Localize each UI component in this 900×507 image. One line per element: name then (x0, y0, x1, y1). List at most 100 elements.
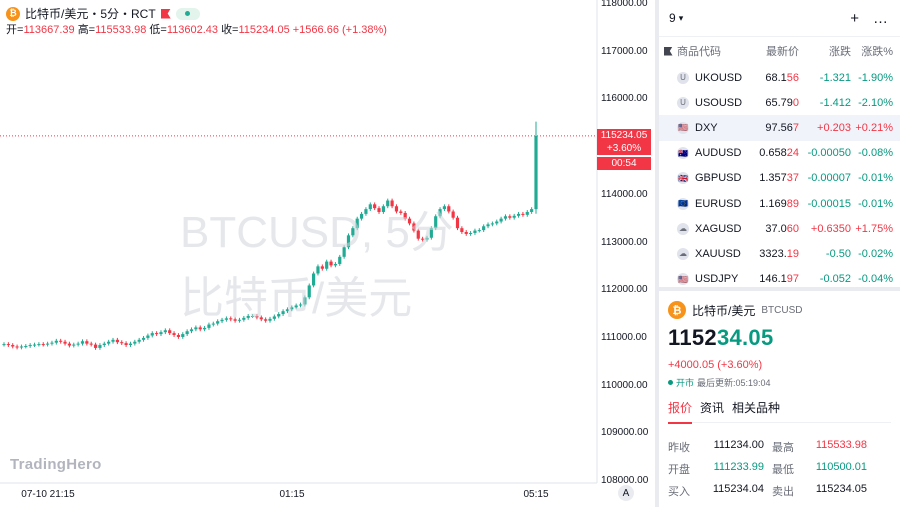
y-tick-label: 118000.00 (601, 0, 648, 9)
price-main: 1.169 (759, 197, 787, 210)
candle-body (399, 211, 403, 213)
row-symbol: ☁ XAGUSD (677, 222, 747, 235)
add-icon[interactable]: + (850, 9, 859, 27)
row-symbol: U UKOUSD (677, 71, 747, 84)
row-change: -0.052 (819, 273, 851, 286)
candle-body (351, 228, 355, 236)
row-price: 65.790 (747, 97, 799, 109)
detail-code: BTCUSD (761, 304, 803, 316)
row-symbol: 🇪🇺 EURUSD (677, 197, 747, 210)
row-change-pct: -0.04% (858, 273, 893, 286)
row-price: 3323.19 (747, 248, 799, 260)
watchlist-row[interactable]: U USOUSD 65.790 -1.412 -2.10% (659, 90, 900, 115)
watermark-symbol: BTCUSD, 5分 (180, 208, 454, 257)
candle-body (373, 204, 377, 209)
watchlist-row[interactable]: 🇬🇧 GBPUSD 1.35737 -0.00007 -0.01% (659, 166, 900, 191)
price-tail: 89 (786, 197, 799, 210)
watchlist-row[interactable]: ☁ XAUUSD 3323.19 -0.50 -0.02% (659, 241, 900, 266)
y-tick-label: 114000.00 (601, 188, 648, 200)
candle-body (41, 344, 45, 346)
candle-body (298, 304, 303, 306)
candle-body (246, 315, 250, 318)
stat-label: 最低 (772, 464, 794, 476)
candle-body (272, 316, 276, 319)
candle-body (242, 317, 246, 320)
candle-body (168, 330, 172, 334)
candle-body (530, 209, 534, 212)
header-change[interactable]: 涨跌 (829, 46, 851, 58)
candle-body (525, 211, 529, 215)
candle-body (281, 311, 285, 315)
symbol-code: USOUSD (695, 96, 743, 109)
row-change-pct: -1.90% (858, 71, 893, 84)
candle-body (229, 318, 233, 320)
price-main: 65.79 (765, 96, 793, 109)
candle-body (268, 318, 272, 321)
y-tick-label: 111000.00 (601, 331, 647, 343)
candle-body (80, 341, 85, 344)
chart-area[interactable]: ₿ 比特币/美元・5分・RCT 开=113667.39 高=115533.98 … (0, 0, 657, 507)
header-price[interactable]: 最新价 (766, 46, 799, 58)
auto-scale-button[interactable]: A (618, 485, 634, 501)
panel-divider[interactable] (655, 0, 659, 507)
flag-icon[interactable] (160, 8, 171, 19)
stat-value: 111233.99 (713, 461, 764, 473)
watchlist-toolbar: 9 ▾ + … (659, 0, 900, 37)
status-dot (668, 380, 673, 385)
row-change-pct: +0.21% (855, 121, 893, 134)
watchlist-selector[interactable]: 9 ▾ (669, 11, 683, 25)
header-change-pct[interactable]: 涨跌% (861, 46, 893, 58)
watchlist-row[interactable]: 🇦🇺 AUDUSD 0.65824 -0.00050 -0.08% (659, 141, 900, 166)
candle-body (381, 206, 385, 212)
candle-body (447, 206, 451, 212)
row-change: -0.50 (825, 247, 851, 260)
candle-body (451, 211, 455, 218)
chart-title: 比特币/美元・5分・RCT (25, 7, 156, 21)
tab-related[interactable]: 相关品种 (732, 401, 781, 415)
symbol-code: GBPUSD (695, 172, 742, 185)
watchlist-row[interactable]: 🇪🇺 EURUSD 1.16989 -0.00015 -0.01% (659, 191, 900, 216)
row-change: -0.00007 (807, 172, 851, 185)
tab-quote[interactable]: 报价 (668, 399, 693, 424)
candle-body (24, 346, 28, 348)
candle-body (185, 331, 189, 335)
price-tail: 0 (792, 96, 799, 109)
more-icon[interactable]: … (873, 9, 888, 27)
candle-body (2, 344, 6, 346)
flag-column-icon[interactable] (659, 46, 677, 56)
row-flag-cell[interactable] (659, 122, 677, 134)
tab-news[interactable]: 资讯 (700, 401, 725, 415)
row-symbol: U USOUSD (677, 96, 747, 109)
candle-body (316, 266, 320, 274)
candle-body (207, 324, 211, 328)
candlestick-chart[interactable] (0, 0, 657, 507)
candle-body (477, 230, 481, 232)
detail-tabs: 报价 资讯 相关品种 (668, 399, 891, 424)
price-main: 3323. (759, 247, 787, 260)
symbol-code: XAUUSD (695, 247, 741, 260)
low-value: 113602.43 (166, 24, 218, 36)
row-price: 146.197 (747, 273, 799, 285)
watchlist-row[interactable]: U UKOUSD 68.156 -1.321 -1.90% (659, 65, 900, 90)
candle-body (521, 213, 525, 215)
candle-body (464, 232, 468, 234)
row-price: 37.060 (747, 223, 799, 235)
price-main: 1.357 (759, 172, 787, 185)
row-change: +0.203 (817, 121, 851, 134)
watchlist-row[interactable]: 🇺🇸 DXY 97.567 +0.203 +0.21% (659, 115, 900, 141)
header-symbol[interactable]: 商品代码 (677, 46, 721, 58)
candle-body (46, 343, 50, 345)
watchlist-row[interactable]: ☁ XAGUSD 37.060 +0.6350 +1.75% (659, 216, 900, 241)
detail-price: 115234.05 (668, 325, 891, 351)
candle-body (377, 208, 381, 212)
candle-body (124, 343, 128, 346)
row-change-pct: -2.10% (858, 96, 893, 109)
stat-value: 110500.01 (815, 461, 867, 473)
price-tail: 24 (786, 147, 799, 160)
watchlist-row[interactable]: 🇺🇸 USDJPY 146.197 -0.052 -0.04% (659, 267, 900, 292)
candle-body (338, 256, 342, 264)
row-change-pct: -0.08% (858, 147, 893, 160)
open-value: 113667.39 (23, 24, 75, 36)
stat-value: 115533.98 (815, 439, 867, 451)
row-symbol: 🇦🇺 AUDUSD (677, 147, 747, 160)
